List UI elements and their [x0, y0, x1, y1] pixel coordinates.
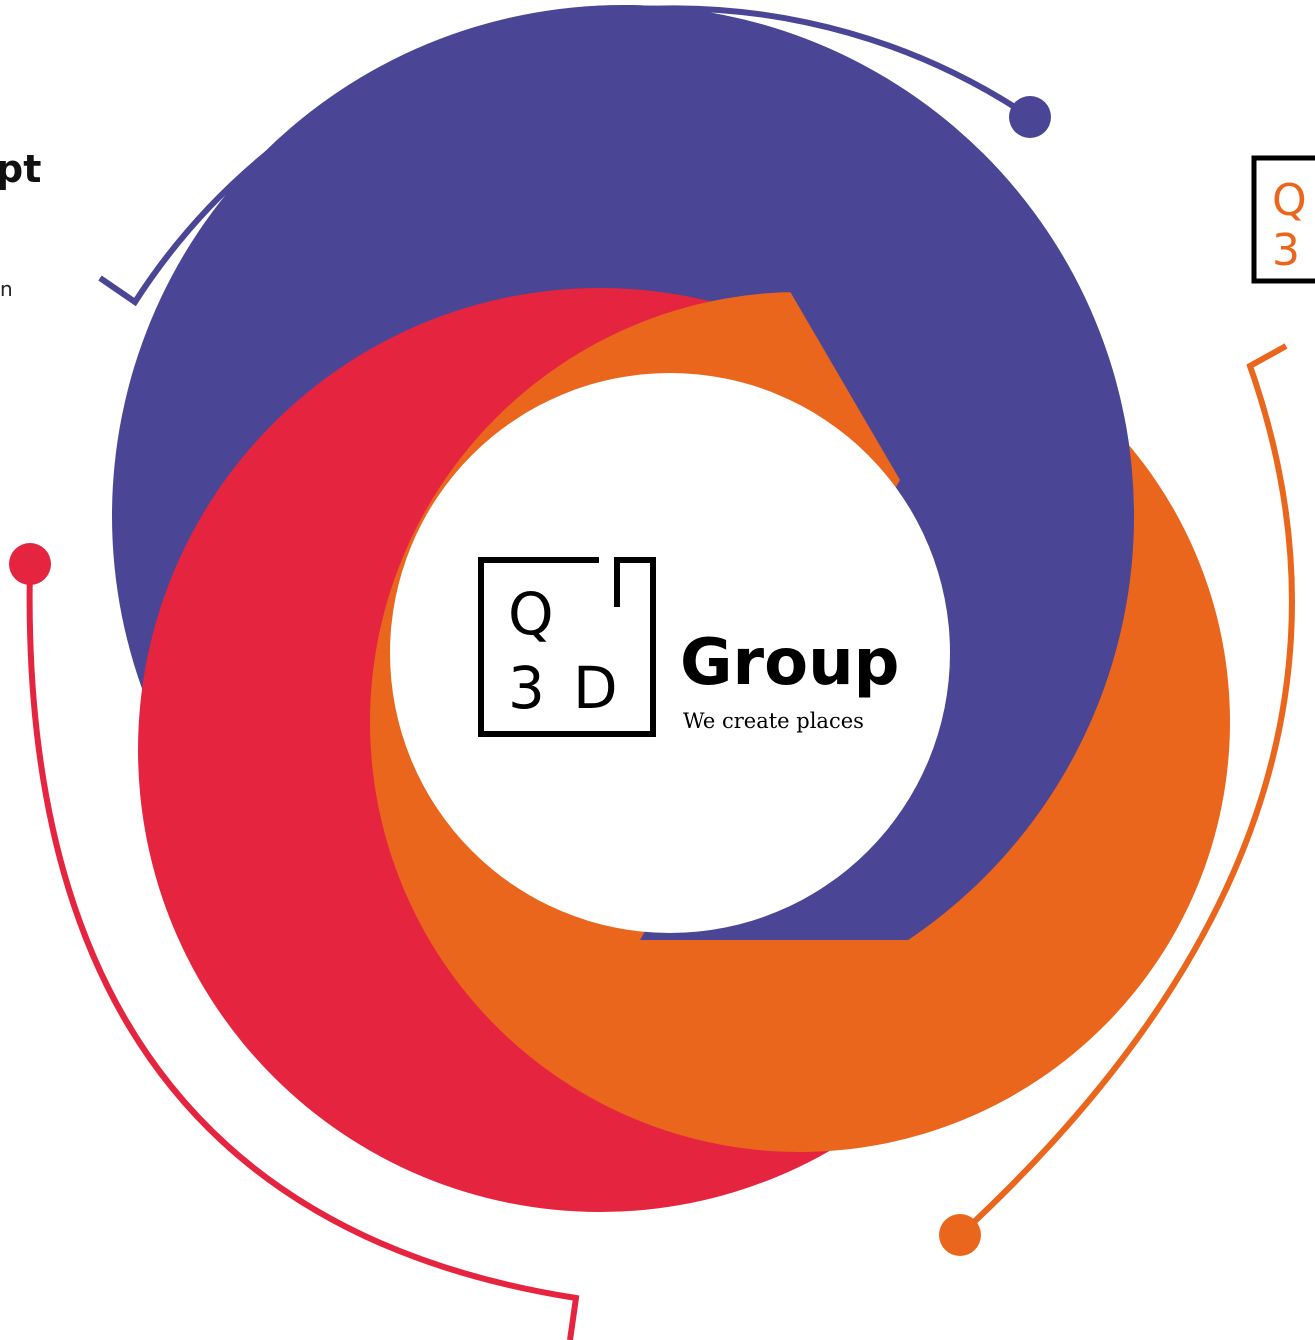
logo-letter: 3	[508, 654, 545, 722]
purple-dot	[1009, 96, 1051, 138]
orange-dot	[939, 1214, 981, 1256]
page: pt n Q 3 D Group We create places Q 3 ((…	[0, 0, 1315, 1340]
side-logo-letter: 3	[1272, 225, 1300, 276]
heading: pt	[0, 147, 41, 191]
side-logo: Q 3	[1254, 158, 1315, 281]
logo-letter: D	[573, 654, 618, 722]
body-text: n	[0, 277, 13, 301]
tagline: We create places	[683, 709, 864, 733]
logo-name: Group	[680, 626, 899, 700]
graphic: pt n Q 3 D Group We create places Q 3	[0, 0, 1315, 1340]
logo-letter: Q	[508, 580, 554, 648]
side-logo-letter: Q	[1272, 175, 1307, 226]
red-dot	[9, 543, 51, 585]
